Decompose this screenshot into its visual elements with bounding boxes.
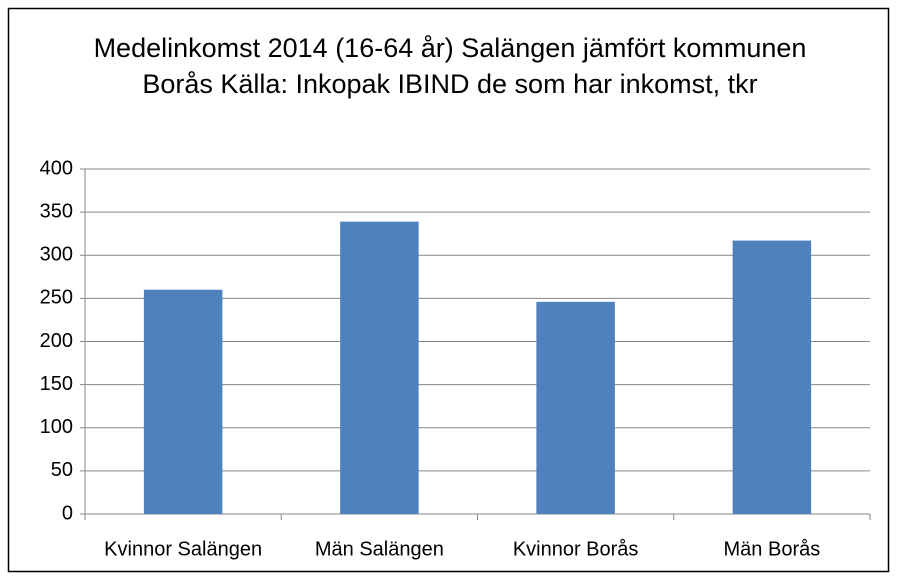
- y-tick-label: 50: [51, 459, 73, 481]
- chart-title: Medelinkomst 2014 (16-64 år) Salängen jä…: [93, 33, 807, 99]
- y-tick-label: 0: [62, 502, 73, 524]
- x-tick-label: Män Borås: [724, 538, 821, 560]
- y-tick-label: 350: [40, 200, 73, 222]
- x-tick-label: Kvinnor Salängen: [104, 538, 262, 560]
- bar: [536, 301, 615, 514]
- y-tick-label: 300: [40, 244, 73, 266]
- x-tick-label: Män Salängen: [315, 538, 444, 560]
- y-tick-label: 200: [40, 330, 73, 352]
- bar: [340, 221, 419, 515]
- y-tick-label: 100: [40, 416, 73, 438]
- y-tick-label: 250: [40, 287, 73, 309]
- bar: [732, 240, 812, 514]
- bar: [143, 289, 223, 514]
- y-tick-label: 400: [40, 157, 73, 179]
- x-tick-label: Kvinnor Borås: [513, 538, 639, 560]
- y-tick-label: 150: [40, 373, 73, 395]
